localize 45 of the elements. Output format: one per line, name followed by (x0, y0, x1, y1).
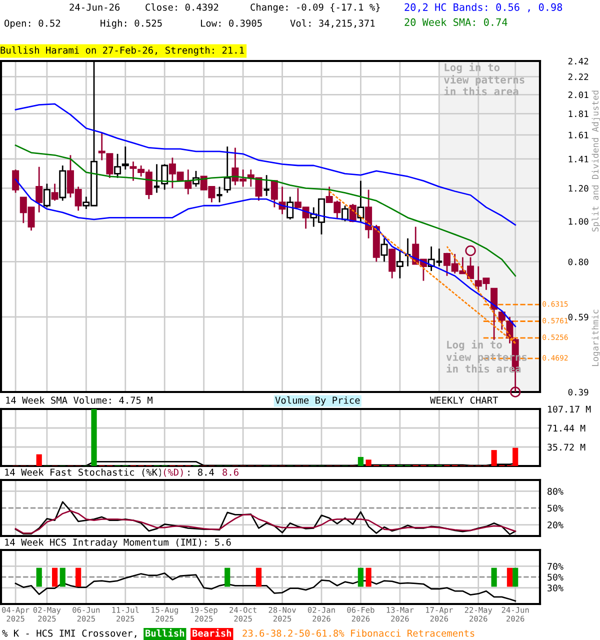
text: (%D) (164, 468, 183, 477)
text: Volume By Price (275, 396, 360, 406)
y-tick-label: 71.44 M (548, 424, 586, 432)
chart-title: 14 Week SMA Volume: 4.75 M (6, 396, 152, 404)
text: 8.6 (222, 468, 238, 476)
y-tick-label: 50% (548, 504, 564, 512)
text: Low: 0.3905 (200, 20, 262, 27)
y-tick-label: 1.00 (568, 218, 588, 225)
text: 20,2 HC Bands: 0.56 , 0.98 (404, 3, 562, 12)
chart-title: 14 Week HCS Intraday Momentum (IMI): 5.6 (5, 538, 231, 548)
y-tick-label: 2.22 (568, 73, 588, 80)
text: 24-Jun-26 (70, 4, 120, 11)
y-tick-label: 2.42 (568, 58, 588, 64)
text: Logarithmic (592, 310, 600, 366)
y-tick-label: 0.39 (568, 388, 588, 396)
text: : 8.4 (188, 468, 214, 476)
y-tick-label: 30% (548, 584, 564, 592)
y-tick-label: 1.41 (568, 156, 588, 162)
y-tick-label: 107.17 M (548, 406, 591, 413)
text: High: 0.525 (100, 19, 162, 29)
text: Open: 0.52 (4, 20, 60, 29)
chart-title: 14 Week Fast Stochastic (%K) (5, 468, 162, 477)
text: Bearish (192, 628, 232, 637)
y-tick-label: 1.81 (568, 110, 588, 118)
band-label: Log in to view patterns in this area (444, 62, 524, 96)
y-tick-label: 80% (548, 488, 564, 495)
y-tick-label: 20% (548, 522, 564, 528)
y-tick-label: 35.72 M (548, 444, 586, 451)
y-tick-label: 0.80 (568, 258, 588, 266)
text: % K - HCS IMI Crossover, (2, 630, 136, 638)
text: 23.6-38.2-50-61.8% Fibonacci Retracements (242, 629, 474, 637)
y-tick-label: 0.59 (568, 314, 588, 320)
y-axis-title: Split and Dividend Adjusted (592, 90, 600, 232)
text: Bullish (146, 628, 184, 637)
y-tick-label: 1.61 (568, 132, 588, 138)
text: WEEKLY CHART (430, 396, 498, 404)
y-tick-label: 50% (548, 574, 564, 581)
text: 20 Week SMA: 0.74 (404, 18, 508, 26)
chart-title: Bullish Harami on 27-Feb-26, Strength: 21.1 (0, 46, 244, 56)
text: Vol: 34,215,371 (290, 19, 375, 28)
text: Close: 0.4392 (146, 3, 218, 11)
text: Change: -0.09 {-17.1 %} (250, 3, 380, 13)
y-tick-label: 2.01 (568, 92, 588, 98)
y-tick-label: 70% (548, 562, 564, 570)
y-tick-label: 1.20 (568, 185, 588, 192)
